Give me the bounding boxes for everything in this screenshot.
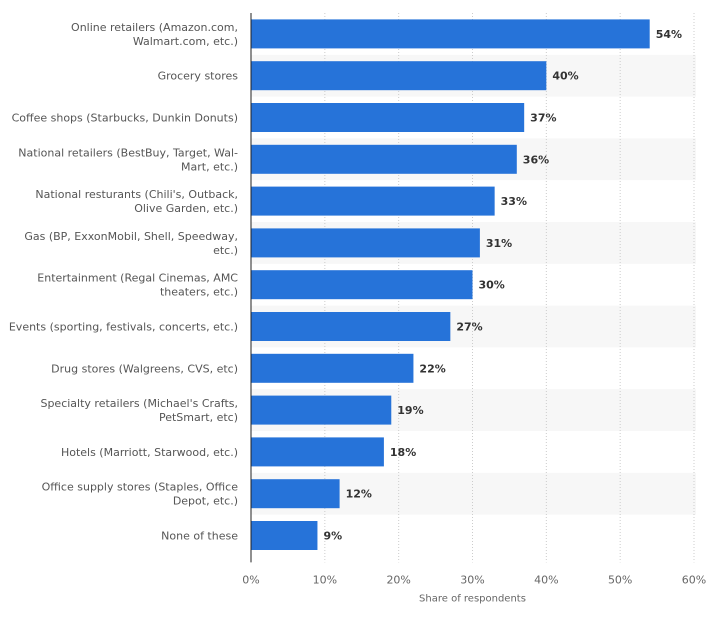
data-label: 30%	[479, 279, 505, 292]
category-label-line: Grocery stores	[158, 70, 239, 83]
category-label-line: Entertainment (Regal Cinemas, AMC	[37, 272, 238, 285]
category-label-line: None of these	[161, 530, 238, 543]
data-label: 12%	[346, 488, 372, 501]
bar	[251, 270, 473, 300]
category-label-line: Gas (BP, ExxonMobil, Shell, Speedway,	[24, 230, 238, 243]
data-label: 22%	[419, 362, 445, 375]
data-label: 36%	[523, 153, 549, 166]
category-label: Coffee shops (Starbucks, Dunkin Donuts)	[12, 112, 238, 125]
category-label-line: etc.)	[213, 244, 238, 257]
category-label-line: Coffee shops (Starbucks, Dunkin Donuts)	[12, 112, 238, 125]
category-label-line: Office supply stores (Staples, Office	[42, 481, 239, 494]
bar	[251, 61, 547, 91]
category-label: Events (sporting, festivals, concerts, e…	[9, 321, 238, 334]
x-tick-label: 60%	[682, 573, 706, 586]
category-label-line: National retailers (BestBuy, Target, Wal…	[18, 146, 238, 159]
data-label: 31%	[486, 237, 512, 250]
data-label: 19%	[397, 404, 423, 417]
category-label-line: theaters, etc.)	[160, 286, 238, 299]
category-label-line: Olive Garden, etc.)	[134, 202, 238, 215]
bar	[251, 186, 495, 216]
category-label: Specialty retailers (Michael's Crafts, Pe…	[40, 397, 238, 424]
category-label: National resturants (Chili's, Outback, Ol…	[35, 188, 238, 215]
x-axis-title: Share of respondents	[419, 593, 526, 604]
bar	[251, 144, 517, 174]
category-label: National retailers (BestBuy, Target, Wal…	[18, 146, 238, 173]
category-label-line: Specialty retailers (Michael's Crafts,	[40, 397, 238, 410]
category-label: Entertainment (Regal Cinemas, AMC theater…	[37, 272, 238, 299]
category-label-line: Drug stores (Walgreens, CVS, etc)	[51, 362, 238, 375]
category-label-line: Walmart.com, etc.)	[133, 35, 238, 48]
data-label: 27%	[456, 321, 482, 334]
bar	[251, 312, 451, 341]
category-label-line: Online retailers (Amazon.com,	[71, 21, 238, 34]
x-tick-label: 30%	[460, 573, 484, 586]
category-label: Gas (BP, ExxonMobil, Shell, Speedway, etc…	[24, 230, 238, 257]
x-tick-label: 10%	[313, 573, 337, 586]
category-label-line: PetSmart, etc)	[159, 411, 238, 424]
bar	[251, 353, 414, 383]
category-label-line: Events (sporting, festivals, concerts, e…	[9, 321, 238, 334]
category-label: None of these	[161, 530, 238, 543]
bar	[251, 19, 650, 49]
category-label: Office supply stores (Staples, Office Dep…	[42, 481, 239, 508]
data-label: 33%	[501, 195, 527, 208]
category-label: Drug stores (Walgreens, CVS, etc)	[51, 362, 238, 375]
bar	[251, 228, 480, 258]
data-label: 9%	[323, 530, 342, 543]
category-label-line: Hotels (Marriott, Starwood, etc.)	[61, 446, 238, 459]
data-label: 37%	[530, 112, 556, 125]
category-label: Hotels (Marriott, Starwood, etc.)	[61, 446, 238, 459]
bar	[251, 395, 392, 425]
bar	[251, 437, 384, 467]
x-tick-label: 20%	[386, 573, 410, 586]
category-label: Grocery stores	[158, 70, 239, 83]
data-label: 40%	[552, 70, 578, 83]
category-label-line: Depot, etc.)	[173, 495, 238, 508]
bar	[251, 521, 318, 550]
data-label: 54%	[656, 28, 682, 41]
data-label: 18%	[390, 446, 416, 459]
bar	[251, 479, 340, 509]
bar	[251, 103, 525, 132]
x-tick-label: 50%	[608, 573, 632, 586]
x-tick-label: 40%	[534, 573, 558, 586]
category-label-line: National resturants (Chili's, Outback,	[35, 188, 238, 201]
category-label-line: Mart, etc.)	[181, 160, 238, 173]
category-label: Online retailers (Amazon.com, Walmart.com…	[71, 21, 238, 48]
x-tick-label: 0%	[242, 573, 259, 586]
